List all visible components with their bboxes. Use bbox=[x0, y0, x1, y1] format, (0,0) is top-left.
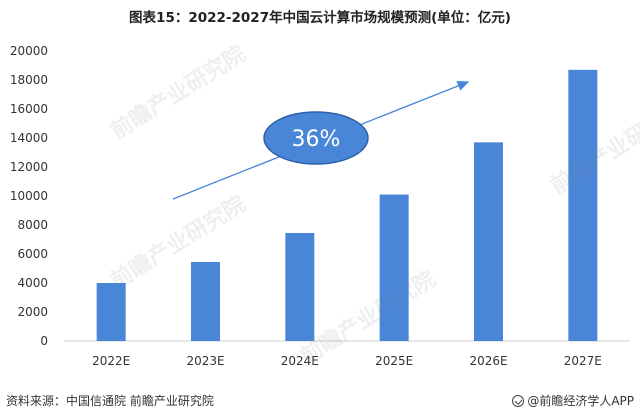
y-tick-label: 6000 bbox=[17, 247, 48, 261]
x-tick-label: 2025E bbox=[375, 354, 413, 368]
chart-title: 图表15：2022-2027年中国云计算市场规模预测(单位：亿元) bbox=[129, 10, 511, 26]
y-tick-label: 20000 bbox=[10, 44, 48, 58]
x-tick-label: 2022E bbox=[92, 354, 130, 368]
y-tick-label: 10000 bbox=[10, 189, 48, 203]
x-tick-label: 2024E bbox=[281, 354, 319, 368]
bar bbox=[285, 232, 315, 341]
y-tick-label: 12000 bbox=[10, 160, 48, 174]
bar bbox=[568, 69, 598, 341]
bar bbox=[379, 194, 409, 341]
y-tick-label: 16000 bbox=[10, 102, 48, 116]
x-tick-label: 2027E bbox=[564, 354, 602, 368]
bar bbox=[191, 261, 220, 341]
source-note: 资料来源：中国信通院 前瞻产业研究院 bbox=[6, 394, 214, 408]
y-tick-label: 18000 bbox=[10, 73, 48, 87]
x-tick-label: 2023E bbox=[186, 354, 224, 368]
y-tick-label: 0 bbox=[40, 334, 48, 348]
brand-logo-icon bbox=[512, 394, 525, 407]
growth-rate-label: 36% bbox=[292, 127, 341, 152]
bar bbox=[474, 142, 503, 341]
bar bbox=[96, 283, 126, 341]
brand-credit: @前瞻经济学人APP bbox=[512, 392, 634, 409]
brand-label: @前瞻经济学人APP bbox=[527, 394, 634, 408]
growth-bubble bbox=[263, 111, 369, 165]
y-tick-label: 14000 bbox=[10, 131, 48, 145]
x-tick-label: 2026E bbox=[469, 354, 507, 368]
y-tick-label: 4000 bbox=[17, 276, 48, 290]
y-tick-label: 2000 bbox=[17, 305, 48, 319]
y-tick-label: 8000 bbox=[17, 218, 48, 232]
